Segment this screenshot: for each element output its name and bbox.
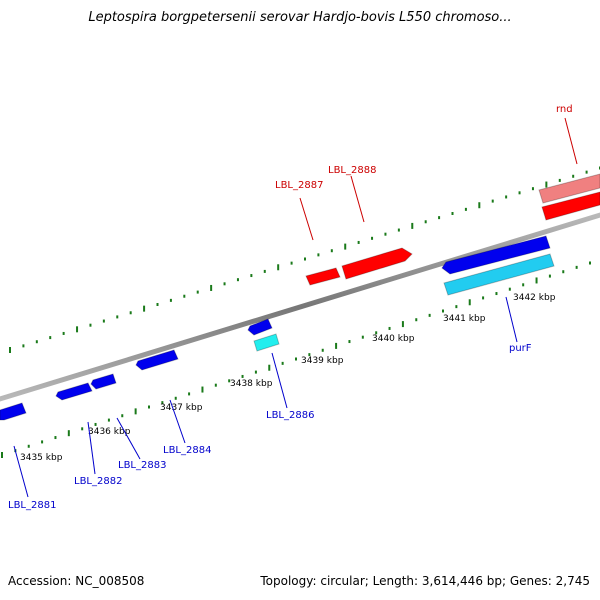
gene-arrow-lbl-2884[interactable] — [135, 349, 179, 371]
gene-label-lbl-2886[interactable]: LBL_2886 — [266, 410, 314, 421]
gene-arrow-rnd[interactable] — [541, 191, 600, 221]
label-leader-lines — [13, 117, 578, 498]
gene-label-lbl-2883[interactable]: LBL_2883 — [118, 460, 166, 471]
scale-label: 3442 kbp — [513, 293, 556, 303]
gene-label-lbl-2884[interactable]: LBL_2884 — [163, 445, 211, 456]
outer-tick-row — [9, 166, 600, 353]
reverse-strand-genes — [0, 235, 555, 421]
gene-arrow-lbl-2881[interactable] — [0, 402, 27, 421]
gene-arrow-lbl-2885[interactable] — [247, 318, 273, 336]
forward-strand-genes — [305, 173, 600, 286]
scale-label: 3437 kbp — [160, 403, 203, 413]
gene-arrow-lbl-2887[interactable] — [305, 267, 341, 286]
chromosome-backbone — [0, 212, 600, 402]
gene-label-lbl-2882[interactable]: LBL_2882 — [74, 476, 122, 487]
gene-arrow-lbl-2888[interactable] — [341, 247, 413, 280]
gene-labels: LBL_2887 LBL_2888 rnd LBL_2881 LBL_2882 … — [8, 104, 573, 511]
gene-label-lbl-2888[interactable]: LBL_2888 — [328, 165, 376, 176]
genome-summary: Topology: circular; Length: 3,614,446 bp… — [260, 574, 590, 588]
gene-arrow-purf[interactable] — [441, 235, 551, 275]
scale-label: 3441 kbp — [443, 314, 486, 324]
scale-label: 3440 kbp — [372, 334, 415, 344]
gene-arrow-lbl-2883[interactable] — [90, 373, 117, 390]
gene-label-purf[interactable]: purF — [509, 343, 532, 354]
scale-label: 3438 kbp — [230, 379, 273, 389]
map-title: Leptospira borgpetersenii serovar Hardjo… — [88, 10, 512, 25]
scale-label: 3439 kbp — [301, 356, 344, 366]
gene-arrow-lbl-2886[interactable] — [253, 333, 280, 352]
scale-labels: 3435 kbp 3436 kbp 3437 kbp 3438 kbp 3439 kbp… — [20, 293, 556, 463]
gene-label-lbl-2881[interactable]: LBL_2881 — [8, 500, 56, 511]
accession-text: Accession: NC_008508 — [8, 574, 145, 588]
scale-label: 3436 kbp — [88, 427, 131, 437]
gene-label-rnd[interactable]: rnd — [556, 104, 573, 115]
gene-arrow-rnd-light[interactable] — [538, 173, 600, 204]
gene-arrow-purf-light[interactable] — [443, 253, 555, 296]
scale-label: 3435 kbp — [20, 453, 63, 463]
gene-label-lbl-2887[interactable]: LBL_2887 — [275, 180, 323, 191]
gene-arrow-lbl-2882[interactable] — [55, 382, 93, 401]
